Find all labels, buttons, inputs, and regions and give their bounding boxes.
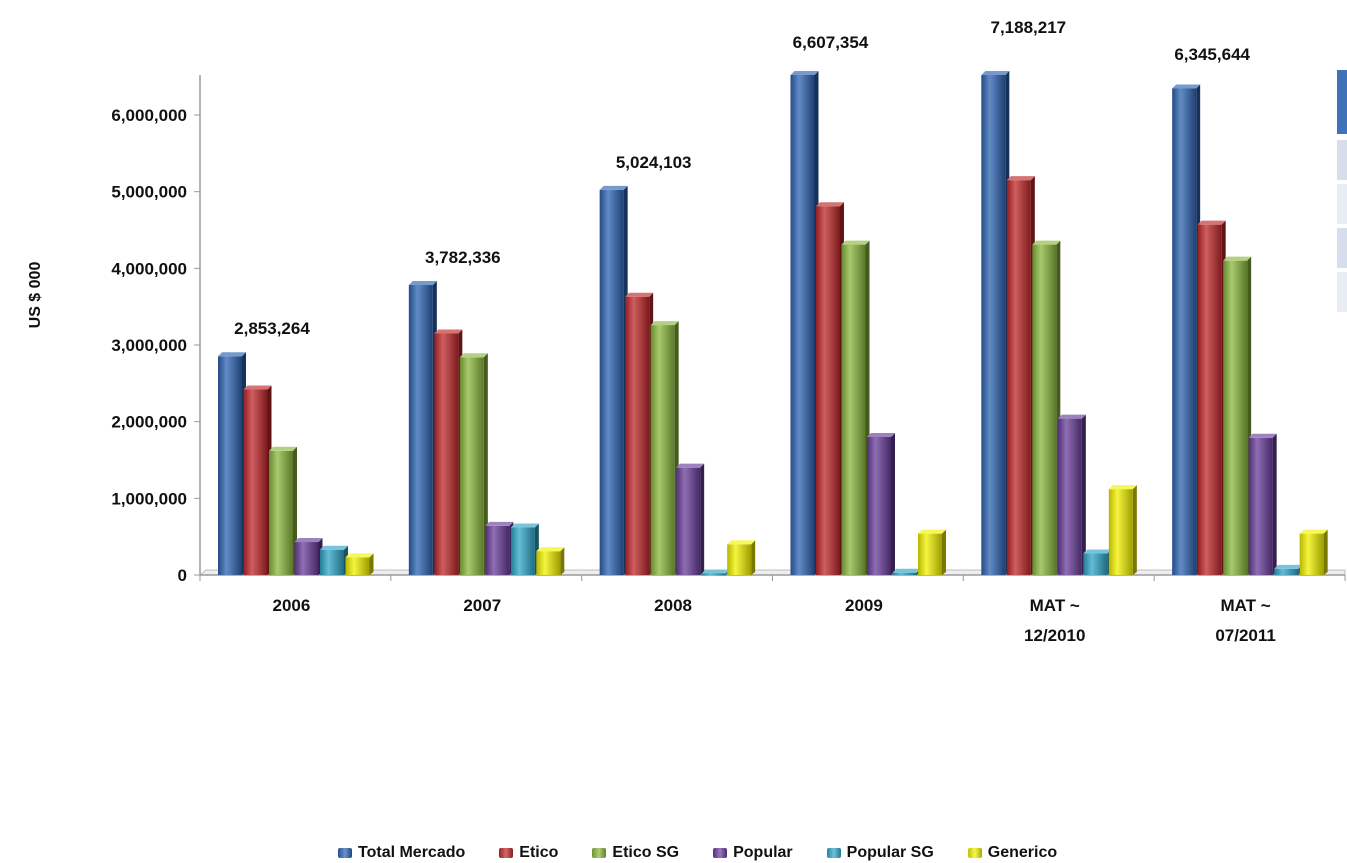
total-labels: 2,853,264 3,782,336 5,024,103 6,607,354 7,18… [234, 18, 1250, 338]
total-data-label: 5,024,103 [616, 153, 692, 172]
x-category-label: MAT ~ [1220, 596, 1270, 615]
legend-swatch [967, 848, 982, 858]
legend-label: Etico [519, 844, 559, 861]
legend-label: Popular SG [846, 844, 934, 861]
x-category-label: 12/2010 [1024, 626, 1085, 645]
bar-total-mercado [599, 185, 628, 575]
x-category-label: 07/2011 [1215, 626, 1276, 645]
y-tick-label: 1,000,000 [111, 489, 187, 508]
y-tick-label: 5,000,000 [111, 183, 187, 202]
legend-swatch [338, 848, 352, 858]
bar-popular-sg [892, 568, 921, 575]
legend-label: Popular [733, 844, 793, 861]
bar-etico [816, 202, 844, 575]
x-category-label: 2007 [463, 596, 501, 615]
bar-etico-sg [841, 240, 870, 576]
bar-generico [727, 540, 756, 575]
bar-etico [1006, 176, 1035, 575]
y-tick-label: 4,000,000 [111, 259, 187, 278]
total-data-label: 3,782,336 [425, 248, 501, 267]
legend-item: Etico [499, 844, 558, 862]
bar-etico-sg [459, 353, 488, 575]
legend-swatch [499, 848, 514, 858]
legend-label: Etico SG [612, 844, 680, 861]
legend: Total Mercado Etico Etico SG Popular Popular… [338, 843, 1091, 863]
legend-item: Generico [967, 844, 1058, 862]
y-tick-label: 6,000,000 [111, 106, 187, 125]
x-category-label: 2008 [654, 596, 692, 615]
y-axis-title: US $ 000 [27, 262, 44, 329]
x-category-label: 2006 [273, 596, 311, 615]
bars [218, 71, 1328, 576]
x-category-label: MAT ~ [1030, 596, 1080, 615]
total-data-label: 2,853,264 [234, 319, 310, 338]
bar-popular-sg [1274, 564, 1303, 575]
legend-item: Total Mercado [338, 844, 465, 862]
y-tick-label: 0 [178, 566, 187, 585]
y-axis-ticks: 0 1,000,000 2,000,000 3,000,000 4,000,000 5,0… [111, 106, 200, 585]
legend-label: Total Mercado [358, 844, 466, 861]
bar-generico [918, 529, 946, 575]
bar-etico [1197, 220, 1226, 575]
bar-generico [1299, 529, 1328, 575]
bar-total-mercado [981, 71, 1010, 575]
legend-item: Popular SG [826, 844, 934, 862]
bar-total-mercado [218, 352, 246, 575]
total-data-label: 6,345,644 [1174, 45, 1250, 64]
legend-item: Etico SG [592, 844, 679, 862]
legend-label: Generico [987, 844, 1058, 861]
category-labels: 2006 2007 2008 2009 MAT ~ 12/2010 MAT ~ 07/2011 [273, 596, 1276, 645]
bar-generico [1108, 485, 1137, 575]
bar-generico [345, 553, 374, 575]
legend-swatch [592, 848, 607, 858]
bar-popular-sg [701, 569, 730, 576]
legend-item: Popular [713, 844, 793, 862]
bar-etico-sg [269, 446, 297, 575]
bar-etico-sg [1032, 240, 1061, 576]
side-panel-fragment [1337, 70, 1347, 318]
bar-etico-sg [1223, 256, 1252, 575]
bar-popular [1057, 414, 1086, 575]
bar-etico [625, 292, 654, 575]
bar-popular [485, 521, 514, 575]
y-tick-label: 3,000,000 [111, 336, 187, 355]
bar-popular [1248, 433, 1277, 575]
legend-swatch [826, 848, 841, 858]
bar-total-mercado [1172, 84, 1201, 576]
bar-total-mercado [408, 281, 437, 575]
bar-popular-sg [1083, 549, 1112, 575]
bar-popular [294, 538, 323, 575]
bar-popular-sg [320, 545, 348, 575]
bar-generico [536, 547, 565, 575]
legend-swatch [713, 848, 728, 858]
bar-popular-sg [510, 523, 539, 575]
bar-popular [867, 433, 895, 575]
total-data-label: 6,607,354 [793, 33, 869, 52]
bar-popular [676, 463, 705, 575]
bar-total-mercado [790, 71, 819, 575]
bar-etico [243, 385, 272, 575]
bar-etico-sg [650, 321, 679, 575]
x-category-label: 2009 [845, 596, 883, 615]
total-data-label: 7,188,217 [991, 18, 1067, 37]
y-tick-label: 2,000,000 [111, 413, 187, 432]
bar-etico [434, 329, 463, 575]
